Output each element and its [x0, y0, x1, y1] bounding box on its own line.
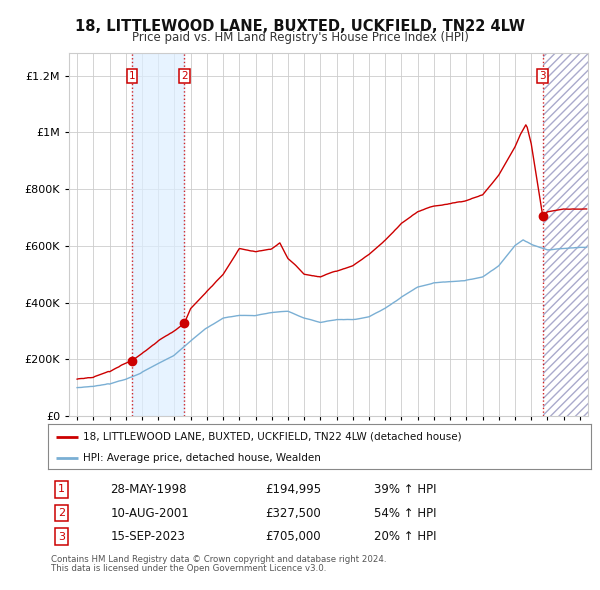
Text: £327,500: £327,500 [265, 506, 321, 520]
Text: 18, LITTLEWOOD LANE, BUXTED, UCKFIELD, TN22 4LW: 18, LITTLEWOOD LANE, BUXTED, UCKFIELD, T… [75, 19, 525, 34]
Text: 1: 1 [58, 484, 65, 494]
Text: 1: 1 [128, 71, 135, 81]
Text: £705,000: £705,000 [265, 530, 321, 543]
Bar [543, 53, 588, 416]
Text: This data is licensed under the Open Government Licence v3.0.: This data is licensed under the Open Gov… [51, 564, 326, 573]
Text: Contains HM Land Registry data © Crown copyright and database right 2024.: Contains HM Land Registry data © Crown c… [51, 555, 386, 563]
Text: 2: 2 [58, 508, 65, 518]
Text: 3: 3 [539, 71, 546, 81]
Text: 18, LITTLEWOOD LANE, BUXTED, UCKFIELD, TN22 4LW (detached house): 18, LITTLEWOOD LANE, BUXTED, UCKFIELD, T… [83, 432, 462, 442]
Text: 54% ↑ HPI: 54% ↑ HPI [374, 506, 436, 520]
Bar [543, 53, 588, 416]
Text: 39% ↑ HPI: 39% ↑ HPI [374, 483, 436, 496]
Text: 10-AUG-2001: 10-AUG-2001 [110, 506, 189, 520]
Text: 15-SEP-2023: 15-SEP-2023 [110, 530, 185, 543]
Text: £194,995: £194,995 [265, 483, 322, 496]
Bar [132, 53, 184, 416]
Text: 2: 2 [181, 71, 188, 81]
Text: HPI: Average price, detached house, Wealden: HPI: Average price, detached house, Weal… [83, 453, 321, 463]
Text: 20% ↑ HPI: 20% ↑ HPI [374, 530, 436, 543]
Text: Price paid vs. HM Land Registry's House Price Index (HPI): Price paid vs. HM Land Registry's House … [131, 31, 469, 44]
Text: 28-MAY-1998: 28-MAY-1998 [110, 483, 187, 496]
Text: 3: 3 [58, 532, 65, 542]
